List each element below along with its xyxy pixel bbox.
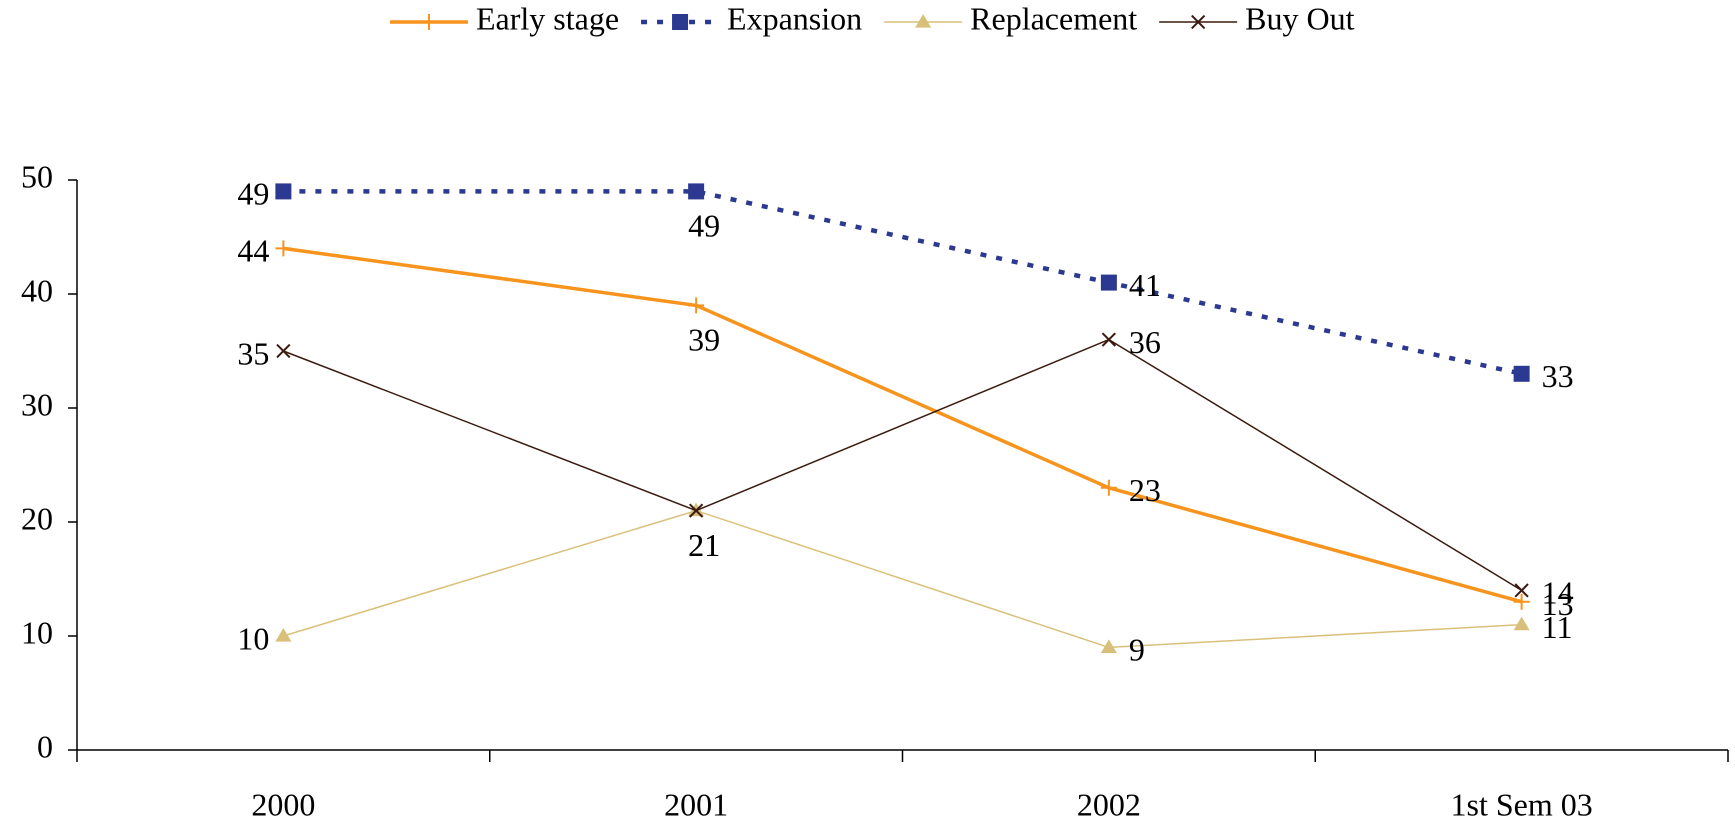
data-label: 9 — [1129, 632, 1145, 668]
marker — [275, 628, 292, 642]
legend-label: Buy Out — [1245, 0, 1354, 36]
marker — [688, 297, 705, 314]
legend-marker — [421, 14, 437, 30]
legend-label: Early stage — [476, 0, 619, 36]
legend-marker — [672, 14, 689, 30]
y-tick-label: 20 — [21, 500, 53, 536]
marker — [1513, 616, 1530, 631]
y-tick-label: 40 — [21, 272, 53, 308]
marker — [1513, 593, 1530, 610]
marker — [275, 183, 292, 200]
legend-label: Replacement — [970, 0, 1137, 36]
data-label: 21 — [688, 527, 720, 563]
data-label: 13 — [1542, 586, 1574, 622]
y-tick-label: 50 — [21, 158, 53, 194]
data-label: 49 — [237, 176, 269, 212]
data-label: 23 — [1129, 472, 1161, 508]
data-label: 11 — [1542, 609, 1573, 645]
series-line — [283, 509, 1522, 649]
data-label: 33 — [1542, 358, 1574, 394]
data-label: 36 — [1129, 324, 1161, 360]
series-line — [283, 246, 1523, 604]
data-label: 35 — [237, 335, 269, 371]
x-tick-label: 2000 — [251, 786, 315, 822]
legend: Early stage Expansion Replacement Buy Out — [390, 0, 1355, 36]
legend-label: Expansion — [727, 0, 862, 36]
data-label: 14 — [1542, 575, 1574, 611]
data-label: 39 — [688, 322, 720, 358]
legend-marker — [915, 14, 932, 28]
x-tick-label: 2001 — [664, 786, 728, 822]
marker — [1513, 365, 1530, 382]
series-line — [283, 338, 1523, 592]
data-label: 10 — [237, 620, 269, 656]
marker — [1100, 274, 1117, 291]
marker — [276, 343, 291, 359]
data-label: 44 — [237, 233, 269, 269]
marker — [1514, 583, 1529, 598]
y-tick-label: 0 — [37, 728, 53, 764]
marker — [275, 240, 292, 257]
marker — [1101, 332, 1116, 347]
marker — [1100, 639, 1117, 653]
marker — [688, 183, 705, 200]
data-label: 41 — [1129, 267, 1161, 303]
legend-marker — [1191, 14, 1206, 30]
y-tick-label: 30 — [21, 386, 53, 422]
marker — [689, 503, 704, 518]
y-tick-label: 10 — [21, 614, 53, 650]
data-label: 49 — [688, 208, 720, 244]
x-tick-label: 1st Sem 03 — [1451, 786, 1593, 822]
series-line — [283, 189, 1523, 376]
x-tick-label: 2002 — [1077, 786, 1141, 822]
data-label: 21 — [688, 527, 720, 563]
marker — [1100, 479, 1117, 496]
